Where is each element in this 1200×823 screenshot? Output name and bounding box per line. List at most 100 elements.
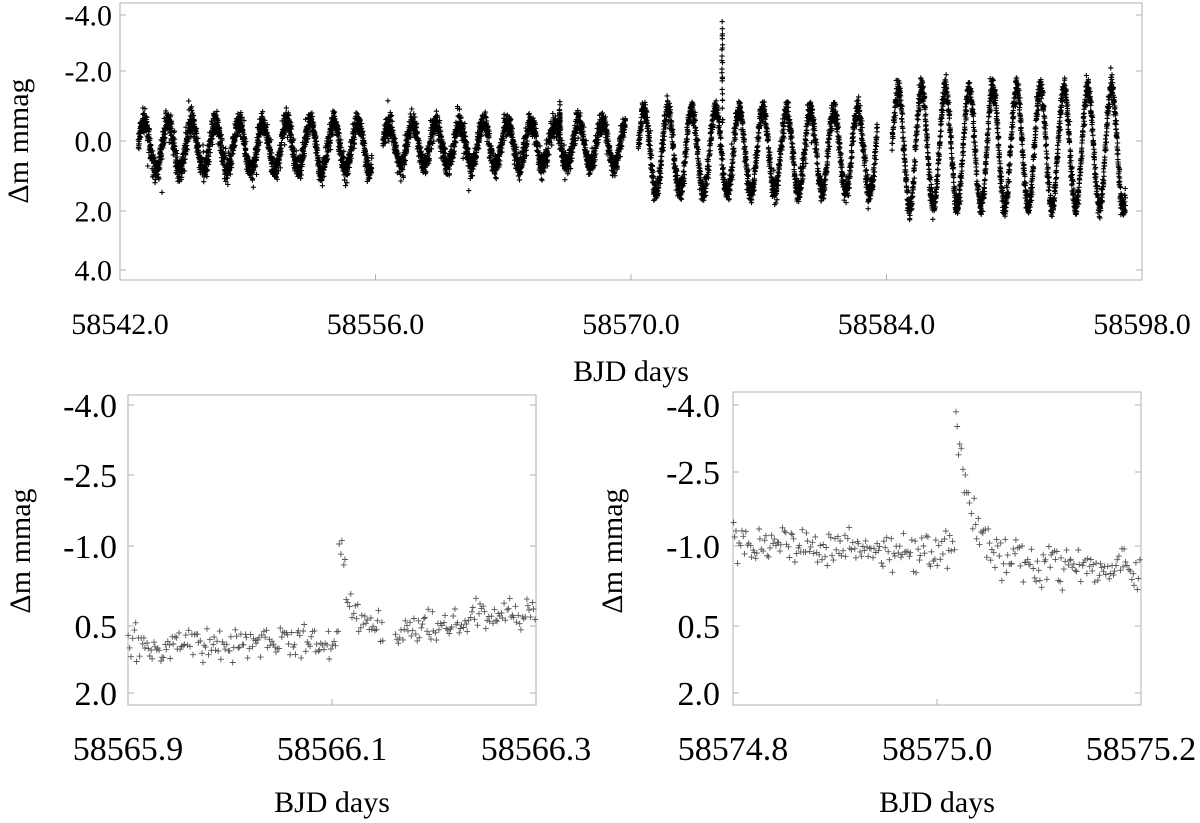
full-point-1086: [269, 150, 275, 156]
full-point-954: [253, 164, 259, 170]
full-point-1204: [283, 105, 289, 111]
full-point-1029: [262, 117, 268, 124]
full-point-729: [225, 170, 231, 176]
full-point-273: [169, 121, 175, 127]
full-point-2970: [516, 177, 523, 183]
full-point-3428: [575, 135, 581, 141]
full-point-526: [200, 142, 206, 148]
full-point-91: [146, 127, 153, 133]
full-point-4455: [718, 135, 724, 141]
full-point-174: [157, 165, 163, 171]
full-point-1497: [319, 183, 325, 189]
full-y-tick-label-4: 4.0: [75, 255, 113, 288]
full-point-295: [172, 128, 178, 134]
full-point-133: [152, 155, 158, 161]
full-point-193: [159, 189, 165, 195]
full-point-930: [250, 176, 256, 182]
full-point-1049: [264, 122, 270, 128]
full-point-96: [147, 136, 153, 142]
full-point-1452: [314, 150, 320, 156]
full-x-tick-label-1: 58556.0: [327, 308, 425, 341]
full-point-189: [158, 151, 165, 157]
full-point-410: [186, 98, 192, 104]
full-plot-frame: [119, 2, 1143, 281]
full-point-175: [157, 159, 163, 165]
full-point-435: [189, 107, 195, 113]
full-point-706: [222, 151, 228, 157]
full-point-3325: [562, 177, 568, 183]
full-point-585: [207, 149, 213, 156]
full-y-tick-label-3: 2.0: [75, 196, 113, 229]
full-point-835: [238, 110, 244, 116]
full-y-tick-label-2: 0.0: [75, 126, 113, 159]
full-point-192: [159, 156, 165, 162]
full-point-990: [257, 139, 263, 145]
full-point-962: [253, 171, 260, 177]
full-point-3141: [538, 176, 544, 182]
full-point-806: [234, 131, 240, 137]
full-point-601: [209, 136, 215, 142]
full-point-456: [191, 118, 197, 124]
full-point-4722: [751, 171, 757, 177]
full-point-473: [193, 126, 200, 132]
full-point-401: [185, 147, 191, 153]
full-point-486: [195, 135, 201, 141]
full-point-4647: [742, 143, 748, 149]
full-x-tick-label-3: 58584.0: [838, 308, 936, 341]
full-point-558: [204, 173, 210, 180]
full-point-532: [201, 179, 207, 185]
full-point-3986: [659, 153, 665, 159]
full-point-749: [227, 171, 233, 177]
full-point-252: [166, 139, 172, 145]
full-point-674: [218, 132, 224, 138]
full-point-851: [240, 127, 246, 133]
full-point-1040: [263, 124, 269, 131]
full-point-264: [168, 112, 174, 118]
full-point-310: [173, 148, 179, 154]
full-point-3811: [637, 140, 643, 147]
full-point-494: [196, 150, 202, 156]
full-point-787: [232, 142, 238, 148]
full-point-691: [220, 144, 226, 151]
full-point-475: [194, 130, 200, 136]
full-y-tick-label-1: -2.0: [65, 56, 113, 89]
full-point-296: [172, 136, 178, 142]
full-point-874: [243, 147, 249, 153]
full-point-69: [144, 119, 150, 126]
full-point-1012: [260, 109, 266, 115]
full-point-2788: [493, 176, 499, 182]
full-x-tick-label-2: 58570.0: [582, 308, 680, 341]
full-point-710: [223, 145, 229, 151]
full-point-4028: [664, 93, 670, 99]
full-point-1075: [267, 146, 274, 152]
full-data-points: [135, 19, 1129, 223]
full-point-377: [182, 168, 188, 174]
full-point-935: [250, 184, 256, 190]
full-point-577: [206, 159, 212, 165]
full-point-381: [182, 156, 188, 162]
full-x-tick-label-0: 58542.0: [71, 308, 169, 341]
full-point-975: [255, 146, 261, 153]
full-point-123: [150, 152, 156, 158]
full-light-curve-panel: 58542.0 58556.0 58570.0 58584.0 58598.0-4.0-…: [2, 0, 1191, 388]
full-point-3146: [539, 177, 545, 183]
full-point-2126: [409, 106, 415, 112]
full-point-563: [204, 167, 211, 173]
full-point-735: [226, 149, 232, 155]
full-point-712: [223, 178, 229, 185]
full-point-411: [186, 136, 192, 142]
full-point-169: [156, 176, 162, 182]
full-point-572: [206, 161, 212, 168]
full-tick-labels: 58542.0 58556.0 58570.0 58584.0 58598.0-4.0-…: [65, 0, 1191, 341]
full-point-979: [256, 142, 262, 148]
full-x-tick-label-4: 58598.0: [1093, 308, 1191, 341]
full-point-4757: [756, 130, 762, 136]
full-ticks: [119, 14, 1143, 280]
full-point-2783: [493, 175, 499, 181]
full-point-429: [188, 133, 194, 139]
full-point-761: [229, 160, 235, 167]
full-point-649: [215, 119, 221, 126]
full-point-2528: [460, 155, 466, 161]
full-point-728: [225, 181, 231, 188]
full-point-843: [239, 114, 245, 120]
